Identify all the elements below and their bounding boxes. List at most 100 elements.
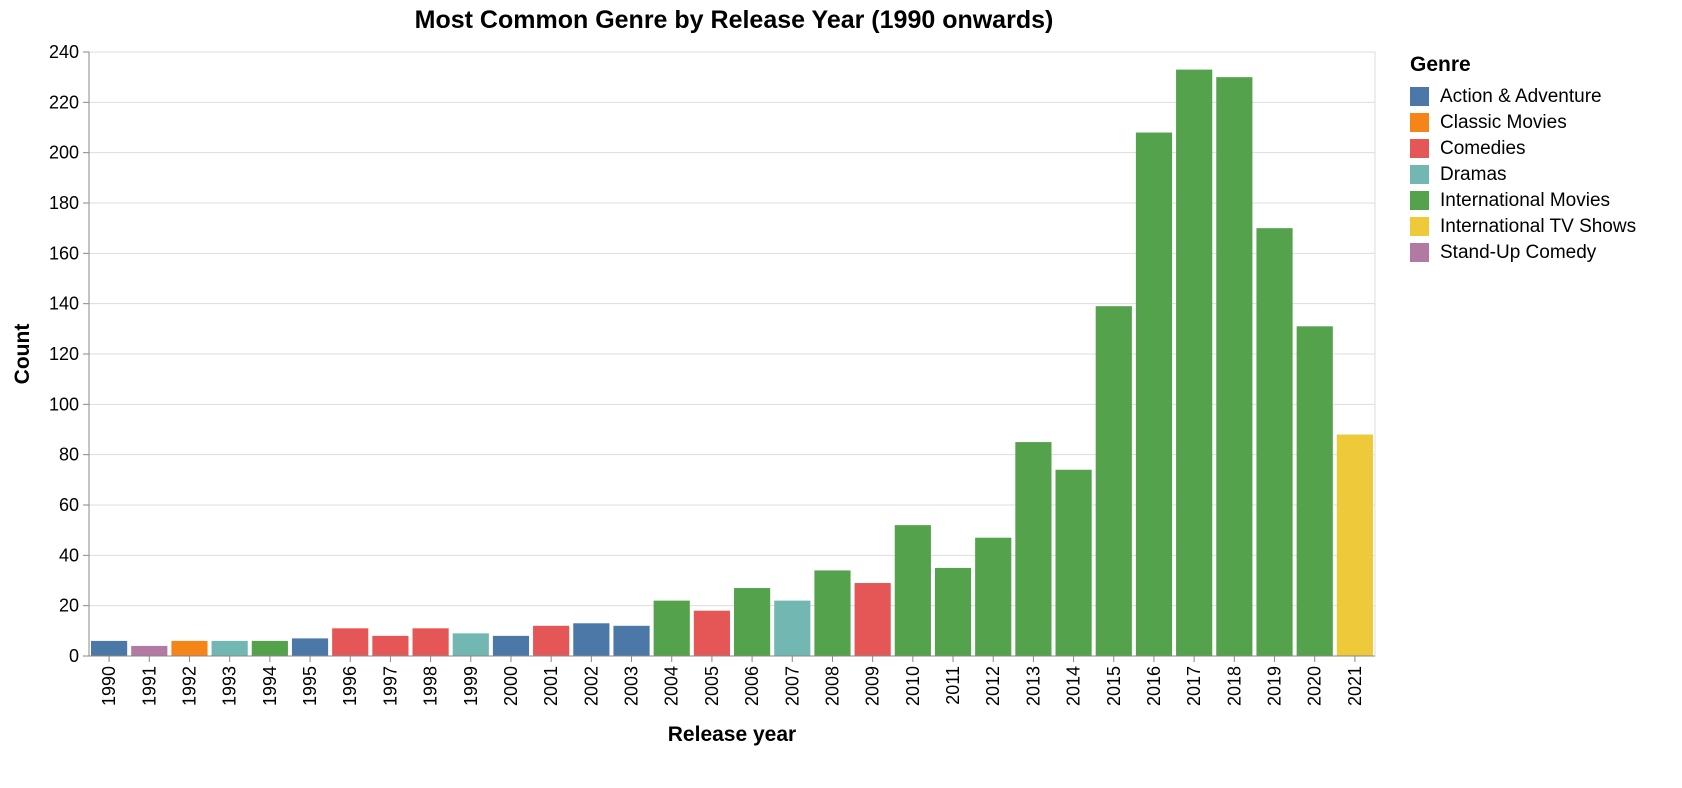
y-tick-label: 160 [49,243,79,263]
x-tick-label: 2016 [1144,666,1164,706]
bar-2019 [1256,228,1293,656]
y-tick-label: 120 [49,344,79,364]
x-tick-label: 2001 [541,666,561,706]
x-tick-label: 2002 [581,666,601,706]
bar-2006 [734,588,771,656]
bar-1997 [372,635,409,656]
legend-label: Action & Adventure [1440,86,1602,107]
bar-1991 [131,645,168,656]
x-tick-label: 1991 [139,666,159,706]
x-tick-label: 1992 [179,666,199,706]
bar-1994 [251,640,288,656]
x-tick-label: 2011 [943,666,963,705]
bar-2012 [975,537,1012,656]
x-tick-label: 1995 [300,666,320,706]
bar-2021 [1336,434,1373,656]
bar-2013 [1015,442,1052,656]
legend-swatch [1410,113,1429,132]
bar-2000 [492,635,530,656]
y-tick-label: 40 [59,545,79,565]
y-tick-label: 100 [49,394,79,414]
x-tick-label: 2010 [903,666,923,706]
legend-swatch [1410,165,1429,184]
legend-label: Classic Movies [1440,112,1567,133]
x-axis-title: Release year [668,723,796,746]
bar-2003 [613,625,650,656]
bar-2018 [1216,77,1253,656]
bars [91,69,1373,657]
bar-1999 [452,633,489,656]
bar-1992 [171,640,208,656]
legend-swatch [1410,87,1429,106]
bar-2007 [774,600,811,656]
y-axis: 0 20 40 60 80 100 120 140 160 180 200 220 240 [49,42,90,666]
x-tick-label: 2018 [1224,666,1244,706]
legend-swatch [1410,139,1429,158]
x-tick-label: 2019 [1265,666,1285,706]
x-tick-label: 2009 [863,666,883,706]
bar-2009 [854,583,891,656]
legend-swatch [1410,191,1429,210]
x-tick-label: 2000 [501,666,521,706]
x-tick-label: 1998 [421,666,441,706]
bar-2014 [1055,469,1092,656]
x-axis: 1990 1991 1992 1993 1994 1995 1996 1997 1998 1999… [89,655,1375,706]
bar-2001 [533,625,570,656]
y-tick-label: 240 [49,42,79,62]
bar-1995 [291,638,329,656]
legend-label: International TV Shows [1440,216,1636,237]
x-tick-label: 2014 [1064,666,1084,706]
bar-2011 [934,567,972,656]
x-tick-label: 2003 [622,666,642,706]
x-tick-label: 2015 [1104,666,1124,706]
x-tick-label: 2008 [822,666,842,706]
bar-1998 [412,628,449,656]
x-tick-label: 2005 [702,666,722,706]
y-tick-label: 20 [59,596,79,616]
bar-1990 [91,640,128,656]
y-tick-label: 60 [59,495,79,515]
x-tick-label: 2007 [782,666,802,706]
bar-2020 [1296,326,1333,656]
x-tick-label: 2013 [1023,666,1043,706]
x-tick-label: 2017 [1184,666,1204,706]
bar-2016 [1135,132,1173,657]
bar-1996 [332,628,369,656]
y-tick-label: 0 [69,646,79,666]
x-tick-label: 2021 [1345,666,1365,706]
x-tick-label: 1996 [340,666,360,706]
legend-swatch [1410,243,1429,262]
x-tick-label: 2012 [983,666,1003,706]
legend-label: Comedies [1440,138,1526,159]
bar-2004 [653,600,690,656]
y-tick-label: 200 [49,143,79,163]
x-tick-label: 2006 [742,666,762,706]
bar-2008 [814,570,851,656]
legend: Genre Action & Adventure Classic Movies Co… [1410,53,1636,263]
bar-2015 [1095,306,1132,656]
x-tick-label: 2004 [662,666,682,706]
x-tick-label: 1994 [260,666,280,706]
bar-1993 [211,640,248,656]
y-tick-label: 180 [49,193,79,213]
bar-2002 [573,623,610,656]
x-tick-label: 2020 [1305,666,1325,706]
legend-label: Dramas [1440,164,1507,185]
legend-label: Stand-Up Comedy [1440,242,1597,263]
y-axis-title: Count [11,324,34,385]
x-tick-label: 1993 [220,666,240,706]
legend-swatch [1410,217,1429,236]
bar-2005 [693,610,730,656]
bar-2017 [1176,69,1213,656]
legend-title: Genre [1410,53,1471,76]
bar-2010 [894,525,931,656]
y-tick-label: 220 [49,92,79,112]
y-tick-label: 140 [49,294,79,314]
y-tick-label: 80 [59,445,79,465]
x-tick-label: 1997 [380,666,400,706]
chart-title: Most Common Genre by Release Year (1990 … [415,6,1054,34]
x-tick-label: 1990 [99,666,119,706]
x-tick-label: 1999 [461,666,481,706]
legend-label: International Movies [1440,190,1610,211]
